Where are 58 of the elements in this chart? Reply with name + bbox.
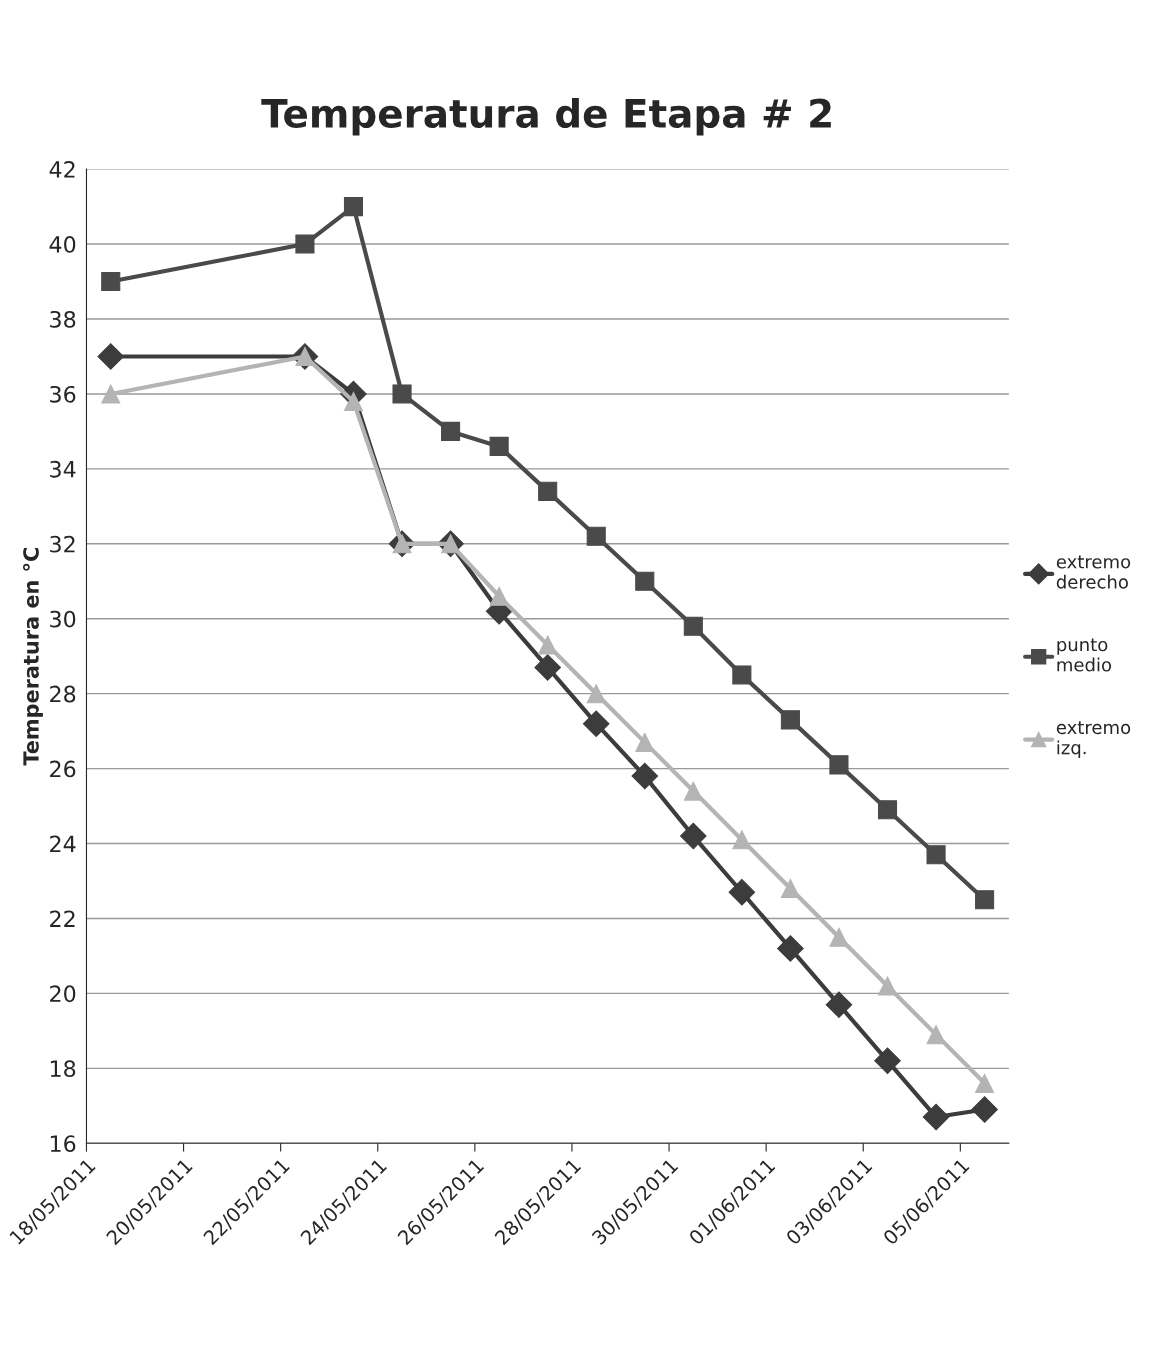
y-tick-label: 34: [50, 460, 76, 478]
point: [926, 1025, 946, 1045]
point: [101, 271, 121, 292]
point: [777, 935, 804, 962]
point: [975, 890, 995, 910]
point: [489, 436, 509, 456]
point: [877, 976, 898, 996]
point: [874, 1047, 901, 1075]
chart-title: Temperatura de Etapa # 2: [261, 97, 831, 136]
point: [101, 384, 121, 404]
point: [922, 1103, 950, 1131]
point: [538, 481, 558, 501]
point: [586, 684, 606, 704]
y-tick-label: 22: [50, 910, 75, 927]
y-tick-label: 16: [50, 1135, 76, 1153]
y-tick-label: 32: [50, 535, 75, 553]
point: [586, 526, 606, 546]
point: [392, 384, 412, 404]
point: [631, 762, 659, 790]
legend-label: extremo derecho: [1056, 555, 1131, 589]
point: [97, 343, 125, 370]
point: [582, 710, 610, 737]
point: [343, 197, 364, 217]
y-axis-title: Temperatura en °C: [22, 548, 43, 766]
point: [780, 710, 800, 730]
legend-label: punto medio: [1057, 638, 1112, 672]
point: [728, 878, 756, 906]
y-tick-label: 36: [50, 385, 76, 403]
point: [489, 586, 509, 606]
legend-label: extremo izq.: [1056, 721, 1131, 758]
y-tick-label: 38: [50, 310, 76, 328]
y-tick-label: 20: [50, 985, 76, 1003]
point: [441, 421, 461, 441]
y-tick-label: 18: [50, 1060, 76, 1078]
point: [538, 635, 558, 655]
y-tick-label: 30: [50, 610, 76, 628]
point: [971, 1096, 998, 1123]
point: [825, 991, 853, 1018]
point: [635, 571, 655, 591]
y-tick-label: 24: [50, 835, 76, 852]
point: [635, 732, 655, 752]
y-tick-label: 40: [49, 236, 76, 253]
point: [732, 830, 752, 850]
point: [975, 1073, 995, 1093]
point: [683, 781, 703, 801]
point: [680, 822, 707, 850]
point: [295, 234, 315, 254]
y-tick-label: 42: [49, 161, 75, 178]
point: [877, 800, 898, 820]
y-tick-label: 28: [50, 685, 76, 703]
y-tick-label: 26: [50, 760, 76, 778]
point: [829, 927, 849, 947]
point: [683, 616, 703, 636]
point: [829, 755, 849, 775]
point: [926, 845, 946, 865]
point: [780, 878, 800, 899]
point: [534, 654, 561, 681]
point: [732, 665, 752, 685]
